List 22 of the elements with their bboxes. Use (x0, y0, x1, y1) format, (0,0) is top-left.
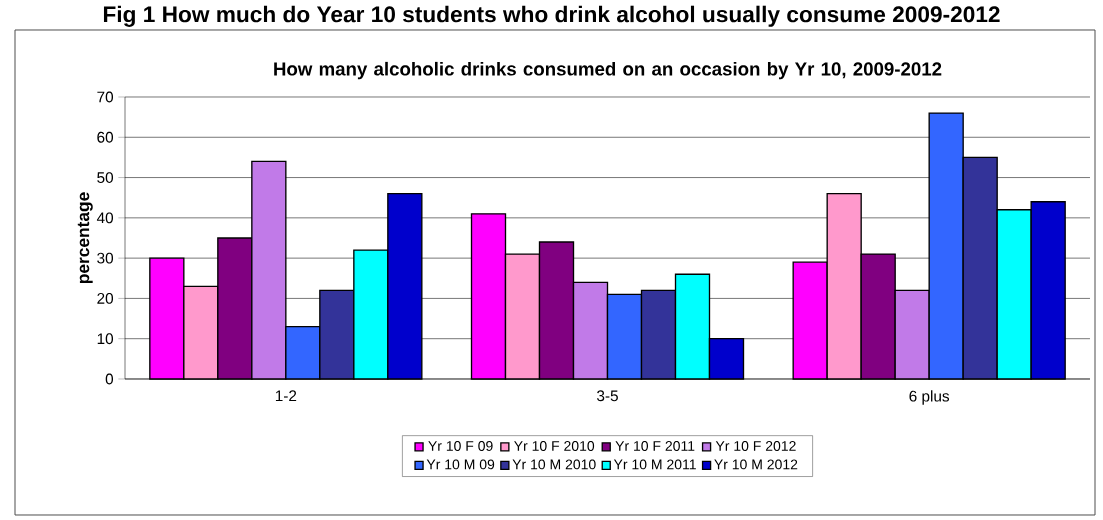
y-tick-label: 20 (97, 292, 114, 304)
legend-label: Yr 10 F 2012 (715, 440, 796, 451)
chart-title: How many alcoholic drinks consumed on an occasion by Yr 10, 2009-2012 (274, 61, 942, 80)
y-tick-label: 30 (97, 252, 114, 264)
y-tick-label: 70 (97, 91, 114, 103)
y-axis-title: percentage (77, 192, 93, 284)
legend-label: Yr 10 M 2012 (714, 459, 798, 470)
y-tick-label: 0 (105, 373, 114, 385)
x-tick-label: 3-5 (597, 390, 618, 402)
y-tick-label: 60 (97, 131, 114, 143)
legend-label: Yr 10 M 09 (426, 459, 495, 470)
legend-label: Yr 10 F 09 (428, 440, 493, 451)
x-tick-label: 1-2 (275, 390, 297, 402)
y-tick-label: 50 (97, 172, 114, 183)
caption: Fig 1 How much do Year 10 students who drink alcohol usually consume 2009-2012 (103, 5, 1000, 27)
legend-label: Yr 10 M 2011 (613, 459, 696, 470)
x-tick-label: 6 plus (909, 390, 950, 405)
y-tick-label: 10 (97, 333, 114, 345)
legend-label: Yr 10 M 2010 (512, 459, 596, 470)
legend-label: Yr 10 F 2010 (514, 440, 595, 451)
y-tick-label: 40 (96, 212, 114, 224)
legend-label: Yr 10 F 2011 (615, 440, 695, 451)
